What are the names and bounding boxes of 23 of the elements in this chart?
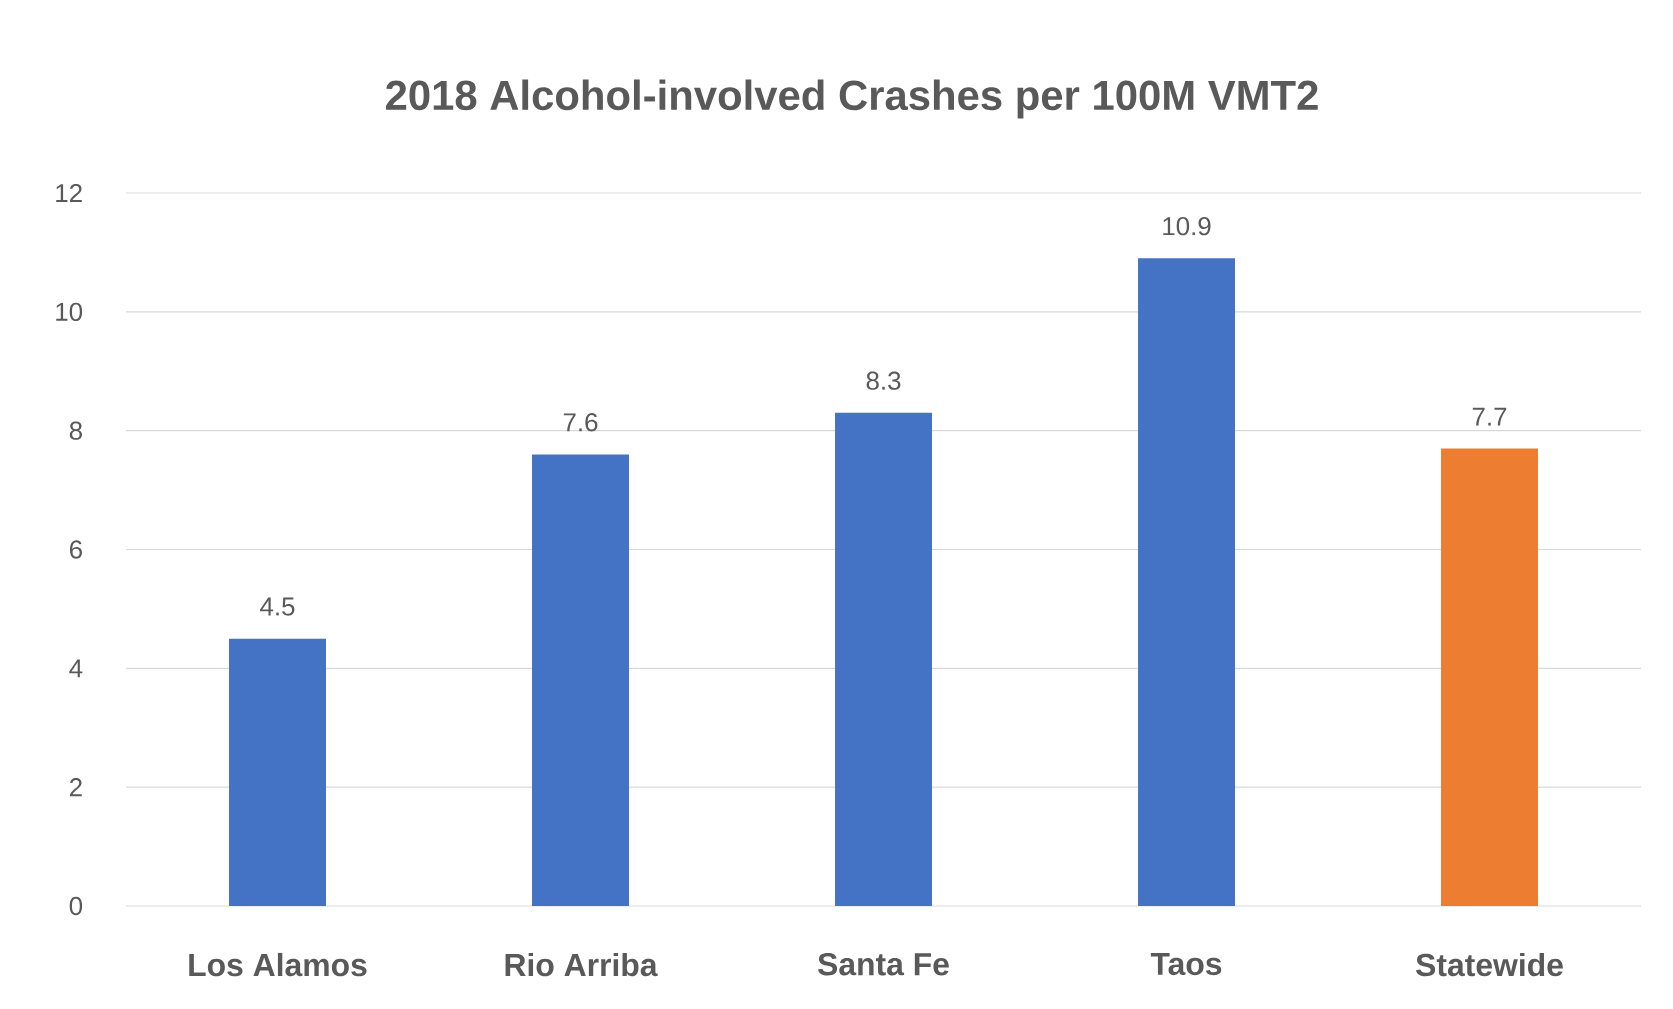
data-label: 7.7: [1472, 407, 1507, 426]
y-tick-label: 8: [69, 421, 82, 440]
data-label: 7.6: [563, 413, 598, 432]
chart-title: 2018 Alcohol-involved Crashes per 100M VMT2: [386, 79, 1318, 119]
data-label: 8.3: [866, 371, 901, 390]
bar: [835, 412, 932, 906]
bar: [532, 454, 629, 906]
y-tick-label: 6: [70, 540, 82, 559]
x-tick-label: Statewide: [1416, 952, 1563, 977]
data-label: 4.5: [260, 597, 295, 616]
y-tick-label: 12: [56, 183, 82, 203]
x-tick-label: Taos: [1150, 952, 1222, 976]
y-tick-label: 2: [70, 778, 82, 797]
bar: [229, 638, 326, 906]
x-tick-label: Santa Fe: [817, 952, 949, 976]
data-label: 10.9: [1163, 217, 1211, 236]
x-tick-label: Rio Arriba: [505, 952, 658, 977]
y-tick-label: 4: [69, 659, 83, 678]
y-tick-label: 10: [56, 302, 83, 321]
x-tick-label: Los Alamos: [189, 952, 367, 977]
y-tick-label: 0: [69, 896, 83, 916]
bar: [1441, 448, 1538, 906]
bar: [1138, 258, 1235, 906]
